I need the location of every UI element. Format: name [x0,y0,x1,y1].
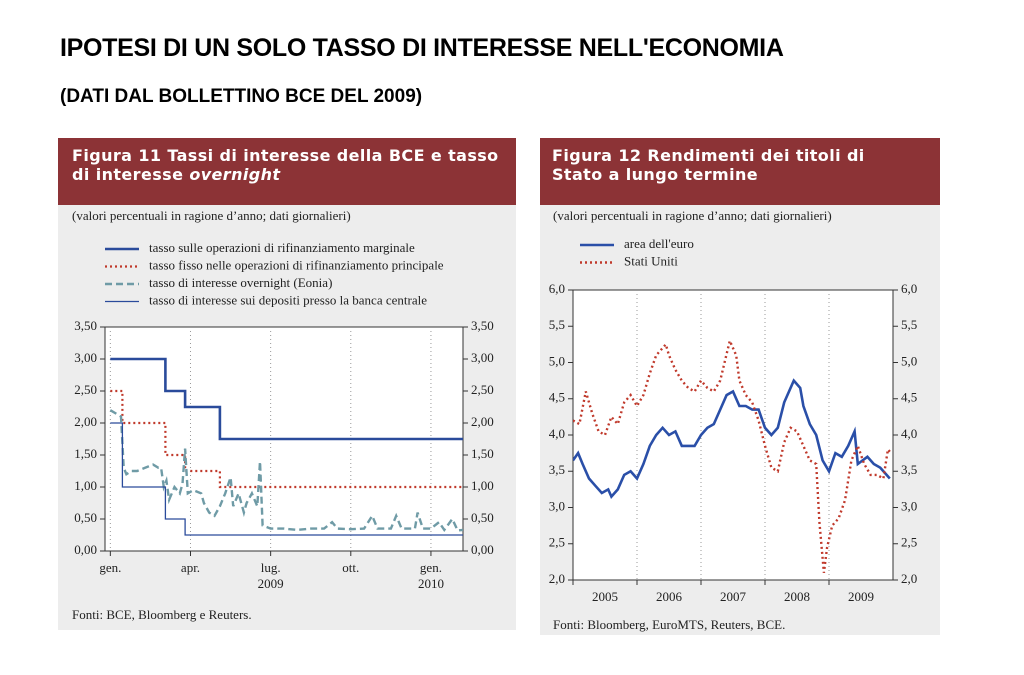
y-tick-label: 3,0 [549,498,565,513]
y2-tick-label: 2,5 [901,535,917,550]
series-line [109,409,463,532]
chart-title: Figura 11 Tassi di interesse della BCE e… [72,146,512,184]
x-tick-label: 2006 [656,589,683,604]
y2-tick-label: 3,50 [471,318,494,333]
y2-tick-label: 1,00 [471,478,494,493]
y-tick-label: 3,00 [74,350,97,365]
chart-title: Figura 12 Rendimenti dei titoli di Stato… [552,146,897,184]
x-tick-label: gen. [420,560,442,575]
chart-source: Fonti: BCE, Bloomberg e Reuters. [72,607,252,622]
legend-label: tasso fisso nelle operazioni di rifinanz… [149,257,444,272]
y2-tick-label: 3,00 [471,350,494,365]
x-tick-label: 2007 [720,589,747,604]
page-subtitle: (DATI DAL BOLLETTINO BCE DEL 2009) [60,86,423,107]
chart-subtitle: (valori percentuali in ragione d’anno; d… [72,208,351,223]
chart-title-italic: overnight [189,165,281,184]
y-tick-label: 2,5 [549,535,565,550]
y2-tick-label: 3,0 [901,498,917,513]
legend-label: area dell'euro [624,236,694,251]
series-line [110,357,463,441]
y-tick-label: 3,5 [549,462,565,477]
y2-tick-label: 4,5 [901,390,917,405]
series-line [573,337,892,573]
y2-tick-label: 2,00 [471,414,494,429]
y2-tick-label: 2,0 [901,571,917,586]
y-tick-label: 5,5 [549,317,565,332]
chart-title-text: Figura 11 Tassi di interesse della BCE e… [72,146,499,184]
x-tick-label: 2005 [592,589,618,604]
year-label: 2010 [418,576,444,591]
y-tick-label: 3,50 [74,318,97,333]
series-line [110,422,463,536]
y-tick-label: 1,00 [74,478,97,493]
y2-tick-label: 5,5 [901,317,917,332]
y-tick-label: 6,0 [549,281,565,296]
panel-header [58,138,516,205]
y-tick-label: 0,00 [74,542,97,557]
x-tick-label: apr. [181,560,200,575]
y2-tick-label: 5,0 [901,353,917,368]
x-tick-label: ott. [342,560,359,575]
y-tick-label: 5,0 [549,353,565,368]
chart-subtitle: (valori percentuali in ragione d’anno; d… [553,208,832,223]
legend-label: Stati Uniti [624,253,678,268]
y-tick-label: 1,50 [74,446,97,461]
legend-label: tasso di interesse sui depositi presso l… [149,292,427,307]
plot-area [572,289,894,581]
x-tick-label: 2009 [848,589,874,604]
y2-tick-label: 6,0 [901,281,917,296]
y2-tick-label: 4,0 [901,426,917,441]
chart-source: Fonti: Bloomberg, EuroMTS, Reuters, BCE. [553,617,785,632]
y2-tick-label: 0,50 [471,510,494,525]
y2-tick-label: 1,50 [471,446,494,461]
y-tick-label: 2,50 [74,382,97,397]
page-title: IPOTESI DI UN SOLO TASSO DI INTERESSE NE… [60,34,784,62]
y-tick-label: 2,0 [549,571,565,586]
x-tick-label: gen. [99,560,121,575]
chart-title-text: Figura 12 Rendimenti dei titoli di Stato… [552,146,865,184]
year-label: 2009 [258,576,284,591]
y2-tick-label: 0,00 [471,542,494,557]
y2-tick-label: 2,50 [471,382,494,397]
x-tick-label: 2008 [784,589,810,604]
legend-label: tasso di interesse overnight (Eonia) [149,275,332,290]
y2-tick-label: 3,5 [901,462,917,477]
y-tick-label: 0,50 [74,510,97,525]
legend-label: tasso sulle operazioni di rifinanziament… [149,240,415,255]
y-tick-label: 2,00 [74,414,97,429]
panel-header [540,138,940,205]
y-tick-label: 4,0 [549,426,565,441]
y-tick-label: 4,5 [549,390,565,405]
x-tick-label: lug. [261,560,281,575]
series-line [573,378,891,499]
